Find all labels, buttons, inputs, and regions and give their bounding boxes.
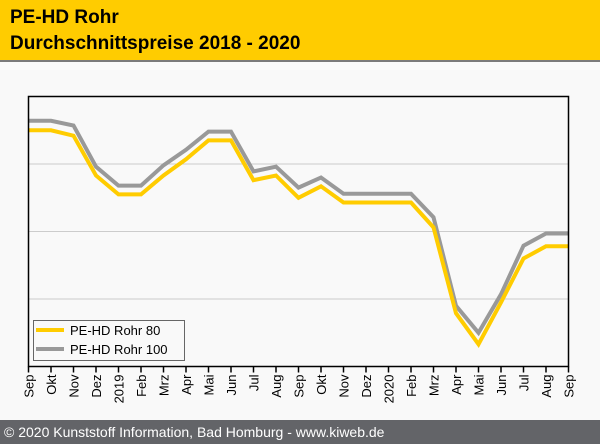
x-tick-label: Sep	[562, 375, 577, 398]
x-tick-label: Dez	[89, 375, 104, 398]
x-tick-label: Sep	[292, 375, 307, 398]
x-tick-label: Jun	[494, 375, 509, 396]
x-tick-label: 2019	[112, 375, 127, 404]
legend-label-rohr-80: PE-HD Rohr 80	[70, 323, 160, 338]
legend: PE-HD Rohr 80 PE-HD Rohr 100	[33, 320, 185, 361]
legend-box	[33, 320, 185, 361]
x-tick-label: Apr	[179, 374, 194, 395]
copyright-text: © 2020 Kunststoff Information, Bad Hombu…	[4, 424, 385, 440]
chart-subtitle: Durchschnittspreise 2018 - 2020	[10, 33, 301, 54]
series-line-pe-hd-rohr-80	[28, 128, 569, 348]
series-lines	[28, 118, 569, 348]
x-tick-label: Aug	[539, 375, 554, 398]
x-tick-label: Apr	[449, 374, 464, 395]
gridlines	[28, 163, 569, 300]
x-tick-label: Dez	[359, 375, 374, 398]
legend-label-rohr-100: PE-HD Rohr 100	[70, 342, 168, 357]
x-tick-label: Jun	[224, 375, 239, 396]
x-tick-label: Jul	[517, 374, 532, 391]
x-tick-label: Nov	[67, 374, 82, 398]
x-tick-label: Mrz	[157, 375, 172, 397]
x-tick-label: Nov	[337, 374, 352, 398]
x-tick-label: Mai	[202, 374, 217, 395]
x-tick-label: Feb	[134, 375, 149, 397]
x-axis: Sep Okt Nov Dez 2019 Feb Mrz Apr Mai Jun Jul Aug Sep…	[22, 366, 577, 404]
x-tick-label: Feb	[404, 375, 419, 397]
x-tick-label: 2020	[382, 375, 397, 404]
chart-header: PE-HD Rohr Durchschnittspreise 2018 - 20…	[0, 0, 600, 62]
x-tick-label: Mai	[472, 374, 487, 395]
x-tick-label: Jul	[247, 374, 262, 391]
copyright-footer: © 2020 Kunststoff Information, Bad Hombu…	[0, 420, 600, 444]
x-tick-label: Sep	[22, 375, 37, 398]
series-line-pe-hd-rohr-100	[28, 118, 569, 337]
x-tick-label: Mrz	[427, 375, 442, 397]
x-tick-label: Aug	[269, 375, 284, 398]
x-tick-label: Okt	[314, 374, 329, 395]
x-tick-label: Okt	[44, 374, 59, 395]
chart-title: PE-HD Rohr	[10, 7, 119, 28]
